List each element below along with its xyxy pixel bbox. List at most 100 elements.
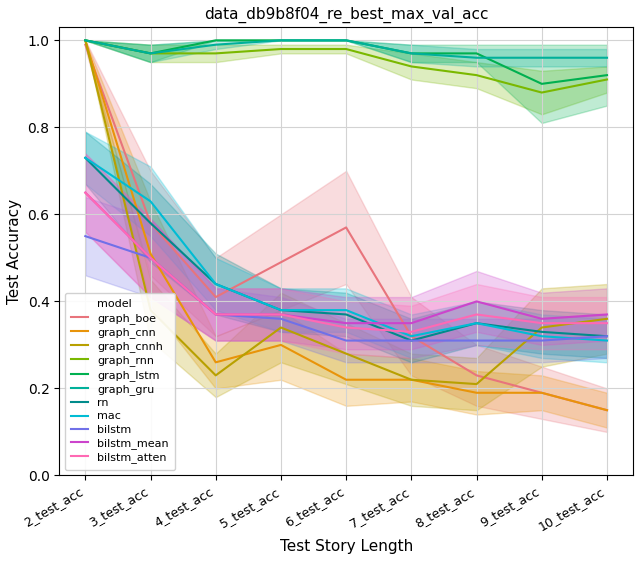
bilstm_atten (81, 189, 89, 196)
rn (212, 280, 220, 287)
graph_boe (277, 259, 285, 265)
graph_rnn (473, 72, 481, 79)
graph_lstm (81, 37, 89, 44)
graph_lstm (342, 37, 350, 44)
graph_gru (81, 37, 89, 44)
graph_cnnh (212, 372, 220, 379)
graph_cnnh (147, 307, 154, 314)
rn (473, 320, 481, 327)
graph_lstm (147, 50, 154, 57)
mac (538, 333, 546, 339)
Line: graph_cnn: graph_cnn (85, 40, 607, 410)
mac (603, 337, 611, 344)
bilstm (603, 333, 611, 339)
graph_boe (603, 407, 611, 413)
Line: graph_boe: graph_boe (85, 45, 607, 410)
graph_lstm (603, 72, 611, 79)
bilstm_mean (277, 311, 285, 318)
Line: graph_cnnh: graph_cnnh (85, 40, 607, 384)
bilstm_atten (277, 311, 285, 318)
graph_gru (147, 50, 154, 57)
rn (408, 337, 415, 344)
Line: bilstm_atten: bilstm_atten (85, 192, 607, 332)
mac (81, 154, 89, 161)
Line: graph_rnn: graph_rnn (85, 40, 607, 93)
graph_lstm (408, 50, 415, 57)
bilstm_mean (603, 311, 611, 318)
rn (603, 333, 611, 339)
graph_cnnh (81, 37, 89, 44)
graph_rnn (212, 50, 220, 57)
graph_cnnh (603, 315, 611, 322)
rn (277, 307, 285, 314)
graph_cnnh (473, 381, 481, 388)
bilstm_mean (147, 255, 154, 261)
graph_boe (408, 333, 415, 339)
graph_cnnh (538, 324, 546, 331)
bilstm (147, 255, 154, 261)
graph_boe (538, 389, 546, 396)
graph_lstm (212, 37, 220, 44)
bilstm_mean (408, 320, 415, 327)
graph_gru (473, 54, 481, 61)
Title: data_db9b8f04_re_best_max_val_acc: data_db9b8f04_re_best_max_val_acc (204, 7, 488, 23)
bilstm_atten (603, 320, 611, 327)
bilstm (81, 233, 89, 240)
rn (342, 311, 350, 318)
graph_boe (147, 220, 154, 227)
bilstm_atten (408, 329, 415, 335)
mac (473, 320, 481, 327)
bilstm_mean (538, 315, 546, 322)
bilstm_atten (212, 311, 220, 318)
mac (408, 333, 415, 339)
Y-axis label: Test Accuracy: Test Accuracy (7, 199, 22, 304)
bilstm (408, 337, 415, 344)
bilstm (277, 315, 285, 322)
graph_gru (212, 42, 220, 48)
graph_cnn (277, 342, 285, 348)
Line: graph_lstm: graph_lstm (85, 40, 607, 84)
mac (212, 280, 220, 287)
graph_lstm (473, 50, 481, 57)
Line: bilstm_mean: bilstm_mean (85, 192, 607, 323)
graph_gru (603, 54, 611, 61)
graph_gru (277, 37, 285, 44)
graph_boe (473, 372, 481, 379)
bilstm (473, 337, 481, 344)
Line: graph_gru: graph_gru (85, 40, 607, 58)
bilstm (538, 337, 546, 344)
bilstm_atten (538, 320, 546, 327)
graph_rnn (81, 37, 89, 44)
bilstm_mean (212, 311, 220, 318)
graph_rnn (538, 89, 546, 96)
bilstm_atten (147, 255, 154, 261)
graph_rnn (603, 76, 611, 83)
graph_cnn (147, 250, 154, 257)
graph_cnn (538, 389, 546, 396)
bilstm_atten (473, 311, 481, 318)
graph_rnn (408, 63, 415, 70)
Line: mac: mac (85, 158, 607, 341)
graph_cnn (408, 376, 415, 383)
mac (147, 198, 154, 205)
graph_gru (342, 37, 350, 44)
Line: rn: rn (85, 158, 607, 341)
graph_boe (81, 42, 89, 48)
bilstm_atten (342, 324, 350, 331)
graph_cnn (342, 376, 350, 383)
graph_lstm (277, 37, 285, 44)
graph_cnnh (277, 324, 285, 331)
mac (277, 307, 285, 314)
bilstm_mean (342, 320, 350, 327)
graph_cnn (212, 359, 220, 366)
graph_lstm (538, 80, 546, 87)
bilstm (342, 337, 350, 344)
graph_gru (408, 50, 415, 57)
graph_gru (538, 54, 546, 61)
Line: bilstm: bilstm (85, 236, 607, 341)
graph_rnn (342, 45, 350, 52)
rn (81, 154, 89, 161)
graph_rnn (147, 50, 154, 57)
graph_cnnh (342, 350, 350, 357)
graph_boe (342, 224, 350, 231)
